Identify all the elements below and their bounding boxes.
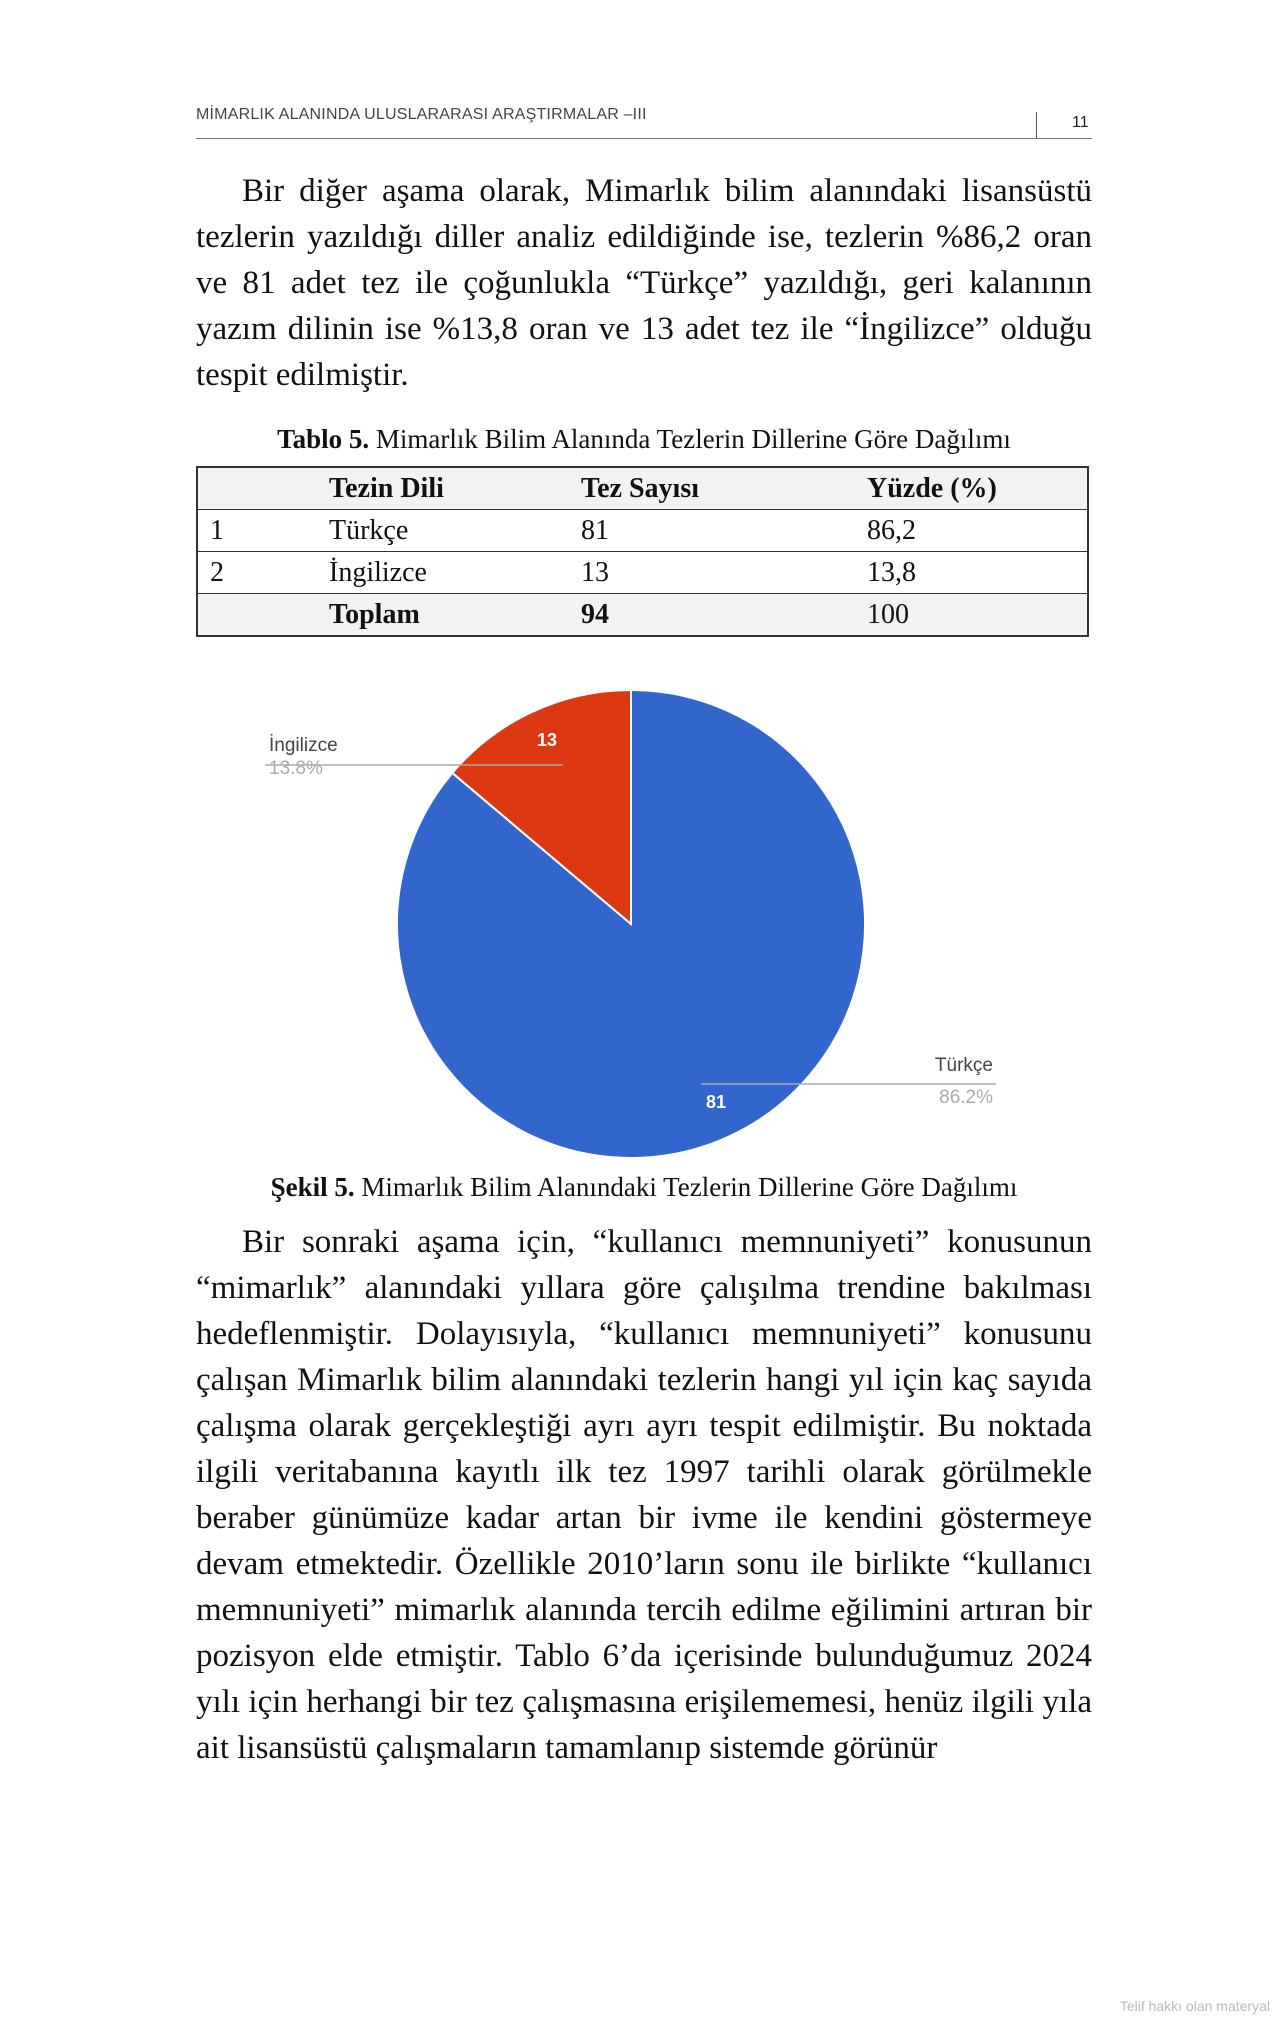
caption-label: Tablo 5.: [277, 424, 370, 454]
table-row: 1 Türkçe 81 86,2: [197, 509, 1088, 552]
table-row: 2 İngilizce 13 13,8: [197, 551, 1088, 594]
table: Tezin Dili Tez Sayısı Yüzde (%) 1 Türkçe 81 8…: [196, 466, 1089, 637]
table-caption: Tablo 5. Mimarlık Bilim Alanında Tezleri…: [196, 424, 1092, 455]
cell: Tezin Dili: [317, 467, 569, 510]
cell: Türkçe: [317, 509, 569, 552]
pie-slice: [450, 688, 632, 927]
caption-text: Mimarlık Bilim Alanında Tezlerin Dilleri…: [375, 424, 1011, 454]
cell: 1: [197, 509, 317, 552]
paragraph: Bir sonraki aşama için, “kullanıcı memnu…: [196, 1224, 1092, 1766]
cell: 2: [197, 551, 317, 594]
cell: Tez Sayısı: [569, 467, 855, 510]
cell: 13,8: [855, 551, 1088, 594]
cell: 81: [569, 509, 855, 552]
cell: 100: [855, 593, 1088, 637]
paragraph: Bir diğer aşama olarak, Mimarlık bilim a…: [196, 173, 1092, 393]
slice-percent: 86.2%: [939, 1087, 993, 1108]
slice-name: Türkçe: [935, 1055, 993, 1076]
table-total: Toplam 94 100: [197, 593, 1088, 637]
cell: 86,2: [855, 509, 1088, 552]
header-title: MİMARLIK ALANINDA ULUSLARARASI ARAŞTIRMA…: [196, 106, 647, 123]
caption-text: Mimarlık Bilim Alanındaki Tezlerin Dille…: [361, 1172, 1018, 1202]
slice-value-label: 81: [706, 1092, 726, 1112]
cell: 94: [569, 593, 855, 637]
header-rule: [1036, 112, 1037, 138]
slice-percent: 13.8%: [269, 758, 323, 779]
table-header: Tezin Dili Tez Sayısı Yüzde (%): [197, 467, 1088, 510]
cell: [197, 467, 317, 510]
page-number: 11: [1072, 114, 1089, 131]
footer: Telif hakkı olan materyal: [1119, 1998, 1270, 2014]
cell: Toplam: [317, 593, 569, 637]
header-rule: [196, 138, 1092, 139]
slice-name: İngilizce: [269, 735, 338, 756]
slice-value-label: 13: [537, 730, 557, 750]
caption-label: Şekil 5.: [270, 1172, 355, 1202]
cell: İngilizce: [317, 551, 569, 594]
cell: 13: [569, 551, 855, 594]
cell: [197, 593, 317, 637]
cell: Yüzde (%): [855, 467, 1088, 510]
figure-caption: Şekil 5. Mimarlık Bilim Alanındaki Tezle…: [196, 1172, 1092, 1203]
